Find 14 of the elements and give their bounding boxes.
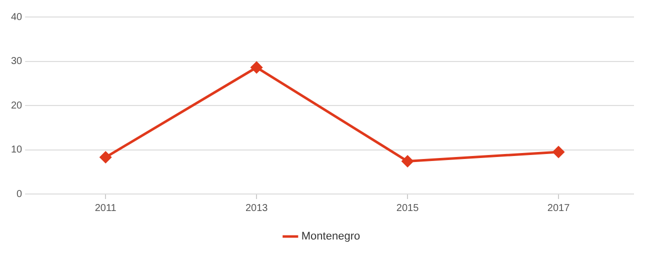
x-tick-label: 2017 (547, 202, 570, 214)
point (552, 146, 564, 158)
legend-label: Montenegro (301, 230, 360, 243)
y-tick-label: 0 (16, 188, 23, 200)
point (100, 152, 112, 164)
x-tick-label: 2013 (245, 202, 268, 214)
y-tick-label: 30 (11, 56, 23, 67)
y-tick-label: 20 (11, 100, 23, 112)
y-tick-label: 40 (11, 12, 23, 23)
point (250, 62, 262, 74)
x-tick-label: 2015 (396, 202, 420, 214)
y-tick-label: 10 (11, 144, 23, 156)
point (402, 156, 414, 168)
x-tick-label: 2011 (94, 202, 117, 214)
